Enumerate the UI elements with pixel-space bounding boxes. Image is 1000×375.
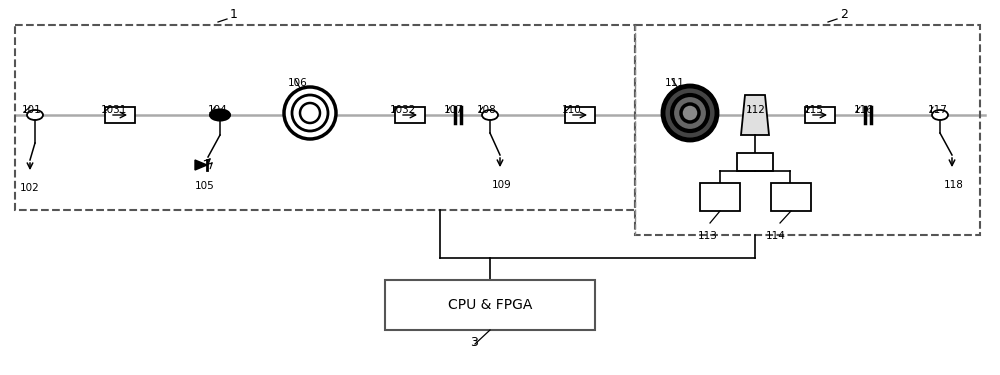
Text: 108: 108 bbox=[477, 105, 497, 115]
Text: 104: 104 bbox=[208, 105, 228, 115]
Circle shape bbox=[681, 104, 699, 122]
Circle shape bbox=[672, 95, 708, 131]
Text: 102: 102 bbox=[20, 183, 40, 193]
Bar bbox=[805, 107, 835, 123]
Bar bbox=[385, 280, 595, 330]
Circle shape bbox=[663, 86, 717, 140]
Circle shape bbox=[284, 87, 336, 139]
Ellipse shape bbox=[210, 110, 230, 120]
Text: CPU & FPGA: CPU & FPGA bbox=[448, 298, 532, 312]
Text: 1: 1 bbox=[230, 8, 238, 21]
Text: 101: 101 bbox=[22, 105, 42, 115]
Ellipse shape bbox=[482, 110, 498, 120]
Bar bbox=[737, 153, 773, 171]
Polygon shape bbox=[741, 95, 769, 135]
Text: 110: 110 bbox=[562, 105, 582, 115]
Text: 107: 107 bbox=[444, 105, 464, 115]
Text: 2: 2 bbox=[840, 8, 848, 21]
Ellipse shape bbox=[27, 110, 43, 120]
Text: 116: 116 bbox=[854, 105, 874, 115]
Bar bbox=[105, 107, 135, 123]
Text: 106: 106 bbox=[288, 78, 308, 88]
Text: 109: 109 bbox=[492, 180, 512, 190]
Bar bbox=[395, 107, 425, 123]
Bar bbox=[15, 25, 635, 210]
Text: 1032: 1032 bbox=[390, 105, 416, 115]
Bar bbox=[635, 25, 980, 235]
Bar bbox=[771, 183, 811, 211]
Text: 111: 111 bbox=[665, 78, 685, 88]
Text: 118: 118 bbox=[944, 180, 964, 190]
Text: 115: 115 bbox=[804, 105, 824, 115]
Text: 112: 112 bbox=[746, 105, 766, 115]
Circle shape bbox=[292, 95, 328, 131]
Bar bbox=[700, 183, 740, 211]
Circle shape bbox=[300, 103, 320, 123]
Text: 113: 113 bbox=[698, 231, 718, 241]
Text: 114: 114 bbox=[766, 231, 786, 241]
Text: 105: 105 bbox=[195, 181, 215, 191]
Text: 1031: 1031 bbox=[101, 105, 127, 115]
Ellipse shape bbox=[932, 110, 948, 120]
Text: 117: 117 bbox=[928, 105, 948, 115]
Polygon shape bbox=[195, 160, 207, 170]
Text: 3: 3 bbox=[470, 336, 478, 349]
Bar bbox=[565, 107, 595, 123]
